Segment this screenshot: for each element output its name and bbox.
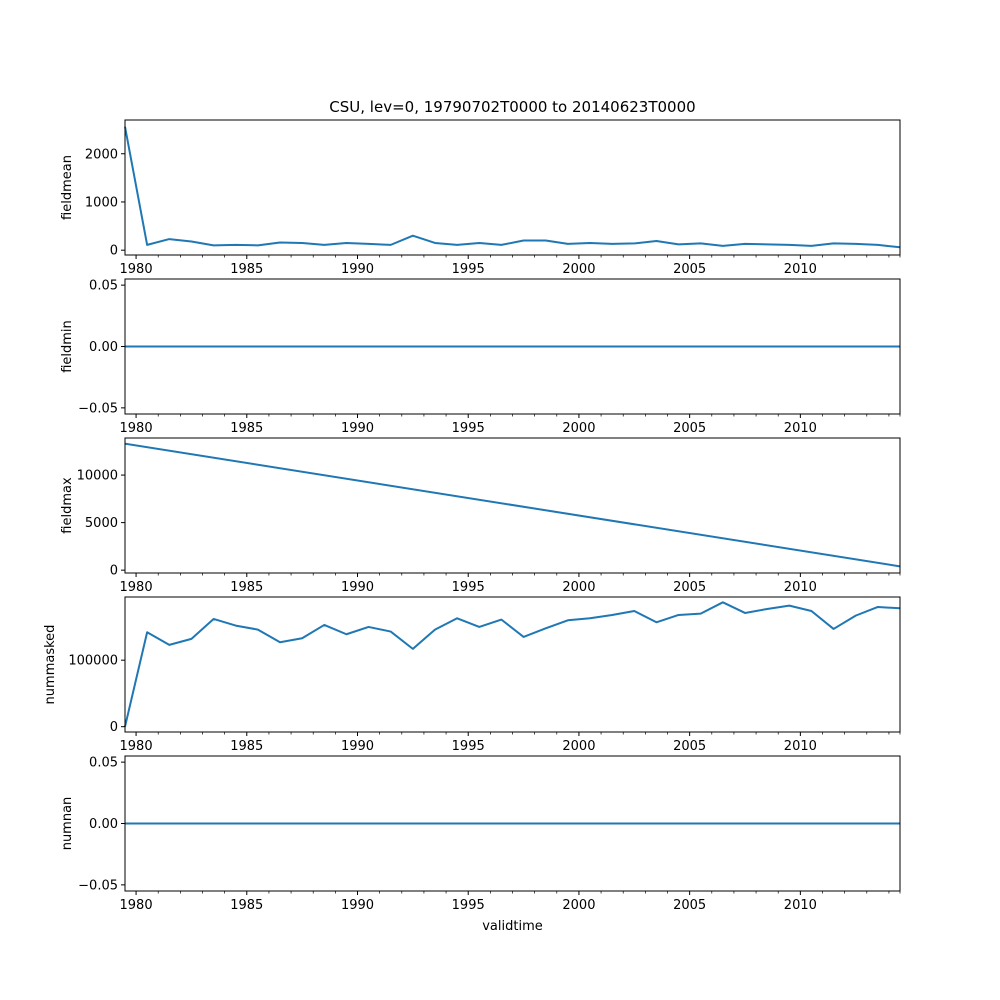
y-tick-label: 0.05 xyxy=(89,756,118,771)
y-tick-label: 100000 xyxy=(68,654,118,669)
x-tick-label: 1995 xyxy=(452,898,485,913)
x-tick-label: 1985 xyxy=(230,262,263,277)
x-tick-label: 1980 xyxy=(120,262,153,277)
panel-fieldmin: 1980 1985 1990 1995 2000 2005 2010 −0.05 0.00 0.0… xyxy=(60,279,900,436)
x-tick-label: 2005 xyxy=(673,739,706,754)
y-tick-label: 0 xyxy=(110,244,118,259)
y-tick-label: 0 xyxy=(110,720,118,735)
y-tick-label: 2000 xyxy=(85,147,118,162)
x-tick-label: 1985 xyxy=(230,421,263,436)
panel-numnan: 1980 1985 1990 1995 2000 2005 2010 −0.05 0.00 0.0… xyxy=(60,756,900,913)
x-tick-label: 2000 xyxy=(562,580,595,595)
axes-frame xyxy=(125,120,900,255)
x-tick-label: 2005 xyxy=(673,580,706,595)
x-tick-label: 2005 xyxy=(673,262,706,277)
x-tick-label: 2000 xyxy=(562,421,595,436)
y-axis-label: nummasked xyxy=(43,625,58,705)
panel-fieldmean: 1980 1985 1990 1995 2000 2005 2010 0 1000 2000 fie… xyxy=(60,120,900,277)
x-tick-label: 2010 xyxy=(784,262,817,277)
x-tick-label: 2005 xyxy=(673,898,706,913)
x-tick-label: 1990 xyxy=(341,898,374,913)
y-axis-label: fieldmax xyxy=(60,477,75,534)
x-tick-label: 2010 xyxy=(784,421,817,436)
axes-frame xyxy=(125,597,900,732)
y-tick-label: 1000 xyxy=(85,195,118,210)
x-tick-label: 2010 xyxy=(784,898,817,913)
x-tick-label: 1990 xyxy=(341,262,374,277)
y-tick-label: −0.05 xyxy=(78,401,118,416)
x-tick-label: 1980 xyxy=(120,739,153,754)
y-tick-label: 0.05 xyxy=(89,279,118,294)
y-tick-label: 5000 xyxy=(85,516,118,531)
x-axis-label: validtime xyxy=(482,919,543,934)
x-tick-label: 1980 xyxy=(120,898,153,913)
y-tick-label: 10000 xyxy=(77,469,118,484)
x-tick-label: 1995 xyxy=(452,421,485,436)
x-tick-label: 2000 xyxy=(562,262,595,277)
y-tick-label: −0.05 xyxy=(78,878,118,893)
x-tick-label: 2010 xyxy=(784,739,817,754)
x-tick-label: 1980 xyxy=(120,580,153,595)
y-tick-label: 0.00 xyxy=(89,817,118,832)
x-tick-label: 1995 xyxy=(452,580,485,595)
series-line xyxy=(125,602,900,726)
x-tick-label: 1985 xyxy=(230,739,263,754)
y-axis-label: fieldmin xyxy=(60,320,75,373)
x-tick-label: 1990 xyxy=(341,580,374,595)
x-tick-label: 1990 xyxy=(341,739,374,754)
y-tick-label: 0.00 xyxy=(89,340,118,355)
x-tick-label: 1990 xyxy=(341,421,374,436)
chart-title: CSU, lev=0, 19790702T0000 to 20140623T00… xyxy=(329,98,695,116)
x-tick-label: 1980 xyxy=(120,421,153,436)
series-line xyxy=(125,127,900,248)
series-line xyxy=(125,444,900,567)
y-axis-label: fieldmean xyxy=(60,155,75,220)
x-tick-label: 2010 xyxy=(784,580,817,595)
x-tick-label: 2000 xyxy=(562,739,595,754)
x-tick-label: 2005 xyxy=(673,421,706,436)
x-tick-label: 1985 xyxy=(230,580,263,595)
panel-nummasked: 1980 1985 1990 1995 2000 2005 2010 0 100000 numma… xyxy=(43,597,900,754)
x-tick-label: 1985 xyxy=(230,898,263,913)
panel-fieldmax: 1980 1985 1990 1995 2000 2005 2010 0 5000 10000fi… xyxy=(60,438,900,595)
x-tick-label: 2000 xyxy=(562,898,595,913)
x-tick-label: 1995 xyxy=(452,262,485,277)
x-tick-label: 1995 xyxy=(452,739,485,754)
panels: 1980 1985 1990 1995 2000 2005 2010 0 1000 2000 fie… xyxy=(43,120,900,913)
y-tick-label: 0 xyxy=(110,564,118,579)
y-axis-label: numnan xyxy=(60,797,75,851)
